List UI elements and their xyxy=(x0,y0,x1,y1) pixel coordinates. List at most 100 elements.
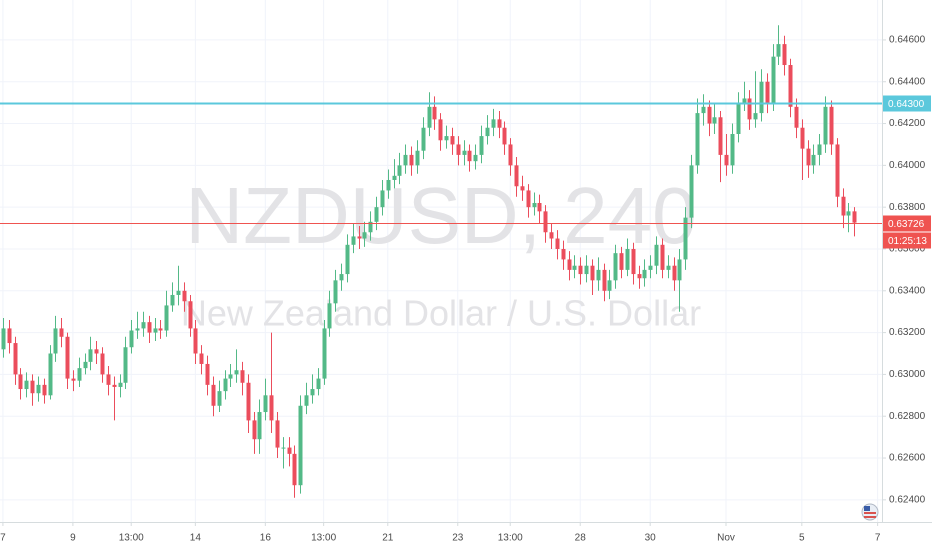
candle-body xyxy=(380,190,385,208)
candle-body xyxy=(7,328,12,344)
candle-body xyxy=(100,353,105,375)
candle-body xyxy=(199,353,204,364)
candle-body xyxy=(753,113,758,120)
candle-body xyxy=(71,378,76,381)
candle-body xyxy=(543,211,548,233)
x-tick-label: 23 xyxy=(452,533,464,544)
x-tick-label: 13:00 xyxy=(119,533,144,544)
candle-body xyxy=(30,380,35,394)
candle-body xyxy=(316,378,321,390)
y-tick-label: 0.63400 xyxy=(889,285,926,296)
candle-body xyxy=(234,370,239,375)
candle-body xyxy=(718,117,723,155)
candle-body xyxy=(707,106,712,124)
candle-body xyxy=(252,420,257,440)
candle-body xyxy=(514,165,519,187)
countdown-box xyxy=(883,232,931,249)
candle-body xyxy=(188,301,193,329)
candle-body xyxy=(94,349,99,354)
candle-body xyxy=(800,127,805,149)
candle-body xyxy=(357,236,362,239)
candle-body xyxy=(485,127,490,137)
axes: 0.62400 0.62600 0.62800 0.63000 0.63200 0.634… xyxy=(0,35,931,544)
y-tick-label: 0.64400 xyxy=(889,76,926,87)
candle-body xyxy=(42,384,47,396)
candle-body xyxy=(193,328,198,354)
candle-body xyxy=(298,405,303,486)
candle-body xyxy=(561,248,566,260)
candle-body xyxy=(462,150,467,155)
candle-body xyxy=(170,294,175,306)
candle-body xyxy=(695,113,700,166)
y-tick-label: 0.63200 xyxy=(889,327,926,338)
candle-body xyxy=(450,136,455,145)
plot xyxy=(0,25,882,498)
candle-body xyxy=(292,453,297,486)
candle-body xyxy=(1,328,6,350)
candle-body xyxy=(129,330,134,348)
y-tick-label: 0.62800 xyxy=(889,411,926,422)
candle-body xyxy=(742,98,747,103)
candle-body xyxy=(567,259,572,270)
candle-body xyxy=(246,382,251,421)
candle-body xyxy=(532,202,537,208)
candle-body xyxy=(182,290,187,302)
candle-body xyxy=(724,154,729,166)
candle-body xyxy=(631,248,636,275)
candle-body xyxy=(257,412,262,440)
watermark: NZDUSD, 240 xyxy=(185,171,696,260)
candle-body xyxy=(596,269,601,281)
x-tick-label: 5 xyxy=(799,533,805,544)
candle-body xyxy=(392,175,397,180)
candle-body xyxy=(147,322,152,333)
candle-body xyxy=(660,244,665,270)
candle-body xyxy=(112,384,117,387)
candle-body xyxy=(829,106,834,145)
y-tick-label: 0.63600 xyxy=(889,244,926,255)
candle-body xyxy=(386,179,391,191)
y-tick-label: 0.62400 xyxy=(889,494,926,505)
candle-body xyxy=(572,265,577,270)
x-tick-label: 21 xyxy=(382,533,394,544)
x-tick-label: 30 xyxy=(645,533,657,544)
y-tick-label: 0.64000 xyxy=(889,160,926,171)
candle-body xyxy=(240,370,245,383)
candle-body xyxy=(397,165,402,176)
candle-body xyxy=(846,211,851,216)
candle-body xyxy=(677,259,682,281)
price-label-box xyxy=(883,95,931,112)
candle-body xyxy=(158,328,163,331)
candle-body xyxy=(59,328,64,337)
candle-body xyxy=(642,269,647,279)
x-tick-label: 7 xyxy=(875,533,881,544)
y-tick-label: 0.64200 xyxy=(889,118,926,129)
candle-body xyxy=(368,221,373,233)
candle-body xyxy=(374,207,379,222)
candle-body xyxy=(555,238,560,249)
candle-body xyxy=(421,127,426,151)
candle-body xyxy=(176,290,181,295)
candle-body xyxy=(794,106,799,128)
candle-body xyxy=(607,280,612,291)
candle-body xyxy=(619,253,624,270)
x-tick-label: 9 xyxy=(70,533,76,544)
candle-body xyxy=(18,374,23,390)
flag-part xyxy=(864,516,876,518)
candle-body xyxy=(327,303,332,329)
candle-body xyxy=(83,361,88,369)
candle-body xyxy=(712,117,717,124)
candle-body xyxy=(118,382,123,387)
candle-body xyxy=(287,447,292,454)
candle-body xyxy=(747,98,752,120)
flag-part xyxy=(864,506,870,511)
candle-body xyxy=(497,119,502,128)
candle-body xyxy=(467,150,472,162)
countdown-label: 01:25:13 xyxy=(888,236,927,247)
currency-icon xyxy=(861,503,879,521)
candle-body xyxy=(806,148,811,166)
x-tick-label: 13:00 xyxy=(498,533,523,544)
candle-body xyxy=(730,134,735,166)
candle-body xyxy=(765,81,770,103)
candle-body xyxy=(625,248,630,270)
candle-body xyxy=(491,119,496,128)
